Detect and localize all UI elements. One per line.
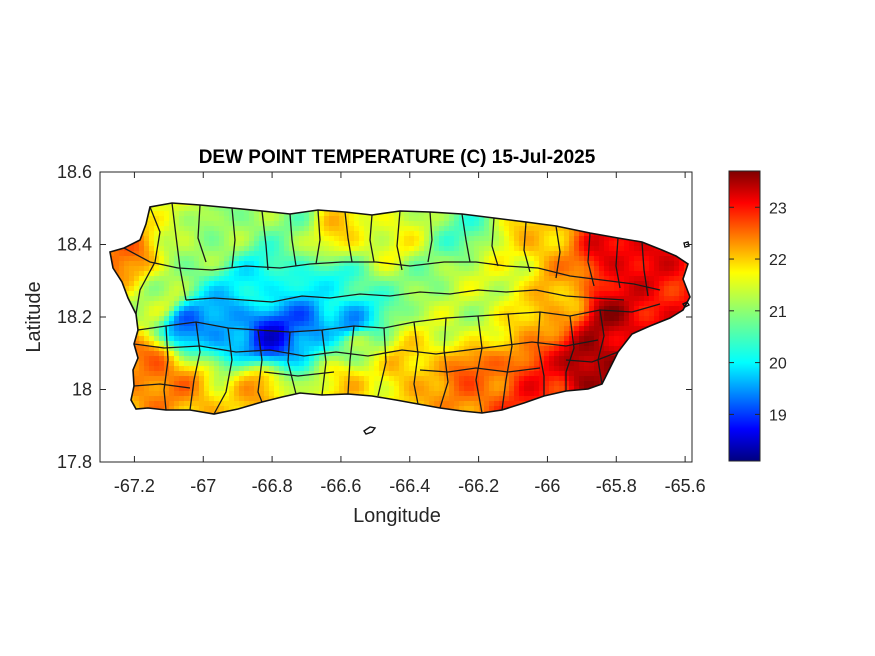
municipality-boundary bbox=[287, 331, 297, 395]
x-axis-label: Longitude bbox=[353, 505, 441, 527]
municipality-boundary bbox=[177, 261, 661, 291]
municipality-boundary bbox=[137, 303, 661, 333]
x-tick-label: -65.8 bbox=[596, 476, 637, 496]
municipality-boundary bbox=[491, 217, 499, 267]
municipality-boundary bbox=[587, 232, 595, 287]
municipality-boundary bbox=[231, 207, 236, 269]
y-tick-label: 18.6 bbox=[57, 162, 92, 182]
municipality-boundary bbox=[135, 206, 161, 315]
municipality-boundaries bbox=[123, 202, 661, 415]
municipality-boundary bbox=[439, 317, 449, 409]
x-axis-ticks: -67.2 -67 -66.8 -66.6 -66.4 -66.2 -66 -65.8 -65.… bbox=[114, 172, 706, 496]
municipality-boundary bbox=[537, 311, 545, 396]
municipality-boundary bbox=[565, 351, 619, 363]
y-tick-label: 18.2 bbox=[57, 307, 92, 327]
island-coastline bbox=[109, 202, 691, 415]
municipality-boundary bbox=[413, 321, 419, 405]
municipality-boundary bbox=[615, 237, 621, 289]
colorbar-ticks: 19 20 21 22 23 bbox=[729, 200, 787, 424]
x-tick-label: -66 bbox=[534, 476, 560, 496]
municipality-boundary bbox=[213, 327, 233, 415]
municipality-boundary bbox=[197, 204, 207, 263]
municipality-boundary bbox=[133, 339, 599, 357]
municipality-boundary bbox=[189, 321, 201, 411]
northeast-cay bbox=[683, 241, 690, 248]
colorbar-tick-label: 20 bbox=[769, 356, 787, 373]
x-tick-label: -66.2 bbox=[458, 476, 499, 496]
x-tick-label: -66.6 bbox=[320, 476, 361, 496]
municipality-boundary bbox=[427, 211, 433, 263]
y-axis-ticks: 18.6 18.4 18.2 18 17.8 bbox=[57, 162, 692, 472]
y-axis-label: Latitude bbox=[23, 281, 45, 352]
municipality-boundary bbox=[597, 309, 605, 385]
municipality-boundary bbox=[396, 210, 403, 271]
dew-point-field bbox=[110, 203, 690, 414]
municipality-boundary bbox=[315, 209, 321, 265]
municipality-boundary bbox=[523, 221, 531, 273]
municipality-boundary bbox=[133, 383, 191, 389]
colorbar bbox=[728, 170, 761, 462]
x-tick-label: -66.8 bbox=[252, 476, 293, 496]
municipality-boundary bbox=[185, 289, 625, 303]
municipality-boundary bbox=[321, 329, 327, 396]
east-cay bbox=[681, 301, 691, 308]
municipality-boundary bbox=[171, 202, 187, 301]
municipality-boundary bbox=[163, 325, 169, 411]
municipality-boundary bbox=[123, 247, 179, 269]
municipality-boundary bbox=[369, 214, 375, 263]
municipality-boundary bbox=[419, 367, 541, 373]
x-tick-label: -65.6 bbox=[665, 476, 706, 496]
offshore-cays bbox=[363, 241, 691, 435]
municipality-boundary bbox=[263, 371, 335, 377]
municipality-boundary bbox=[344, 211, 353, 263]
municipality-boundary bbox=[347, 325, 355, 395]
municipality-boundary bbox=[475, 315, 483, 414]
colorbar-tick-label: 19 bbox=[769, 407, 787, 424]
municipality-boundary bbox=[377, 327, 387, 397]
municipality-boundary bbox=[555, 225, 561, 279]
municipality-boundary bbox=[501, 313, 513, 411]
x-tick-label: -66.4 bbox=[389, 476, 430, 496]
x-tick-label: -67 bbox=[190, 476, 216, 496]
municipality-boundary bbox=[257, 329, 263, 403]
colorbar-tick-label: 22 bbox=[769, 252, 787, 269]
colorbar-tick-label: 21 bbox=[769, 304, 787, 321]
y-tick-label: 18 bbox=[72, 380, 92, 400]
chart-title: DEW POINT TEMPERATURE (C) 15-Jul-2025 bbox=[199, 147, 596, 168]
municipality-boundary bbox=[461, 213, 471, 263]
colorbar-tick-label: 23 bbox=[769, 200, 787, 217]
y-tick-label: 17.8 bbox=[57, 452, 92, 472]
caja-de-muertos-island bbox=[363, 426, 377, 435]
x-tick-label: -67.2 bbox=[114, 476, 155, 496]
y-tick-label: 18.4 bbox=[57, 235, 92, 255]
municipality-boundary bbox=[289, 213, 297, 267]
municipality-boundary bbox=[261, 210, 269, 271]
